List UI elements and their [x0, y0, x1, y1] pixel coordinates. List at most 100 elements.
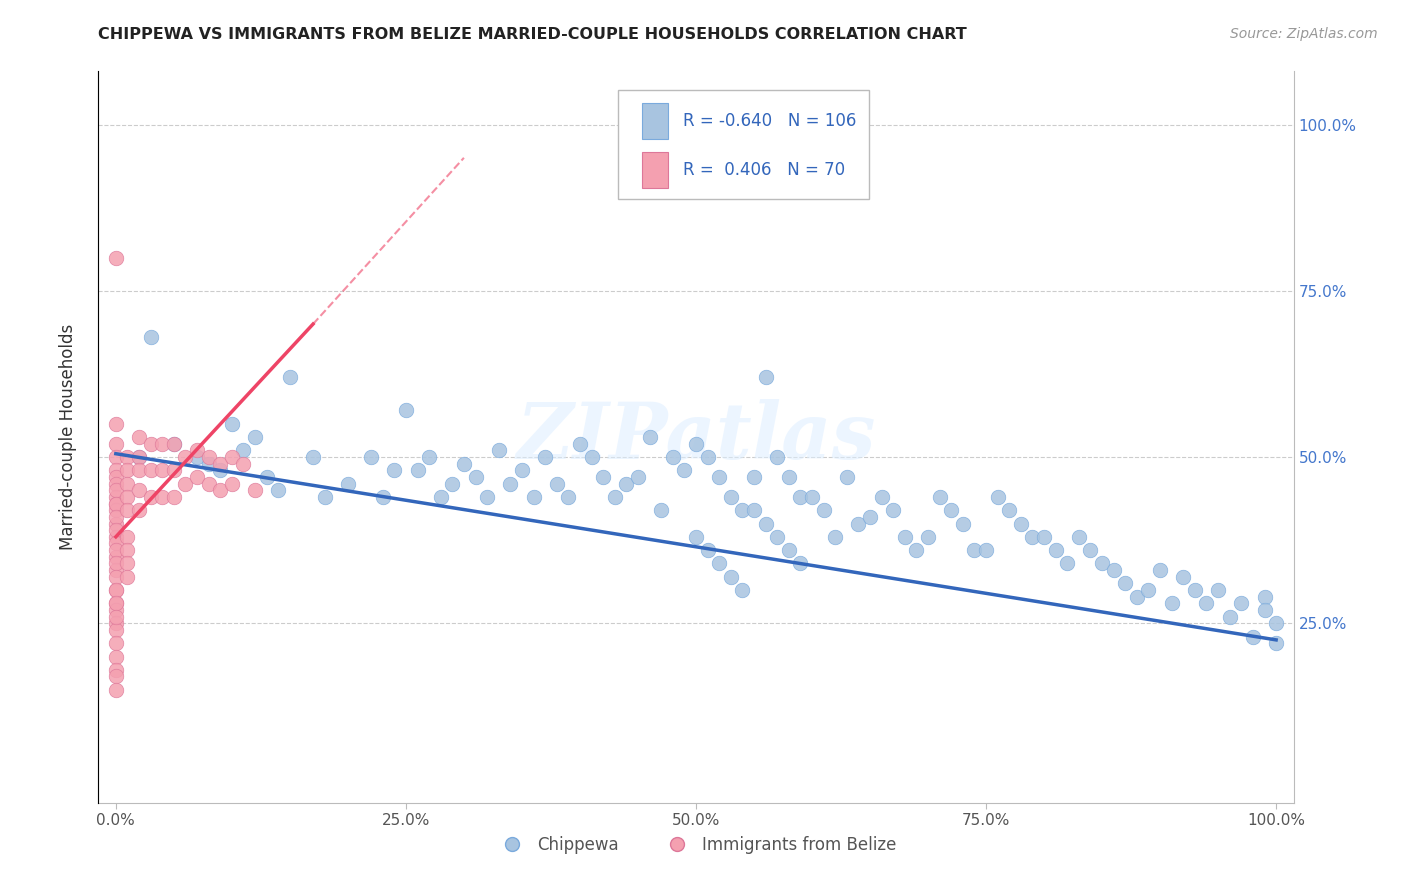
Point — [104, 636, 127, 650]
Point — [882, 503, 904, 517]
Point — [1102, 563, 1125, 577]
Point — [104, 251, 127, 265]
Point — [128, 463, 150, 477]
Point — [720, 570, 742, 584]
Point — [905, 543, 928, 558]
Point — [1091, 557, 1114, 571]
Point — [197, 457, 219, 471]
Point — [117, 543, 139, 558]
Point — [150, 436, 173, 450]
Point — [1149, 563, 1171, 577]
Point — [256, 470, 278, 484]
Point — [453, 457, 475, 471]
Point — [382, 463, 405, 477]
Point — [104, 582, 127, 597]
Point — [1206, 582, 1229, 597]
Point — [117, 503, 139, 517]
Legend: Chippewa, Immigrants from Belize: Chippewa, Immigrants from Belize — [489, 829, 903, 860]
Point — [104, 497, 127, 511]
Point — [778, 470, 800, 484]
Text: Source: ZipAtlas.com: Source: ZipAtlas.com — [1230, 27, 1378, 41]
Point — [766, 530, 789, 544]
Point — [278, 370, 301, 384]
Point — [789, 557, 811, 571]
Point — [163, 463, 186, 477]
Point — [163, 436, 186, 450]
Point — [499, 476, 522, 491]
FancyBboxPatch shape — [643, 103, 668, 139]
Point — [998, 503, 1021, 517]
Point — [742, 503, 765, 517]
Point — [789, 490, 811, 504]
Point — [104, 563, 127, 577]
Point — [1080, 543, 1102, 558]
Point — [1033, 530, 1056, 544]
Point — [1265, 616, 1288, 631]
Point — [243, 483, 266, 498]
Point — [104, 490, 127, 504]
Point — [546, 476, 568, 491]
Point — [581, 450, 603, 464]
Point — [1045, 543, 1067, 558]
Point — [104, 483, 127, 498]
Point — [917, 530, 939, 544]
Point — [522, 490, 544, 504]
Point — [510, 463, 533, 477]
Point — [104, 570, 127, 584]
Point — [117, 530, 139, 544]
Point — [974, 543, 997, 558]
Point — [720, 490, 742, 504]
Point — [1160, 596, 1182, 610]
FancyBboxPatch shape — [619, 90, 869, 200]
Point — [104, 497, 127, 511]
Point — [267, 483, 290, 498]
Point — [104, 543, 127, 558]
FancyBboxPatch shape — [643, 152, 668, 188]
Point — [104, 557, 127, 571]
Point — [232, 443, 254, 458]
Point — [661, 450, 683, 464]
Point — [1114, 576, 1136, 591]
Point — [104, 582, 127, 597]
Point — [696, 450, 718, 464]
Point — [104, 476, 127, 491]
Point — [104, 623, 127, 637]
Text: R =  0.406   N = 70: R = 0.406 N = 70 — [683, 161, 845, 179]
Point — [627, 470, 650, 484]
Point — [186, 470, 208, 484]
Point — [859, 509, 882, 524]
Point — [209, 457, 232, 471]
Point — [568, 436, 591, 450]
Point — [209, 483, 232, 498]
Point — [174, 476, 197, 491]
Point — [104, 463, 127, 477]
Point — [429, 490, 451, 504]
Point — [128, 450, 150, 464]
Point — [1253, 603, 1275, 617]
Point — [117, 450, 139, 464]
Point — [128, 430, 150, 444]
Point — [104, 609, 127, 624]
Point — [848, 516, 870, 531]
Point — [128, 503, 150, 517]
Point — [128, 483, 150, 498]
Point — [117, 570, 139, 584]
Point — [778, 543, 800, 558]
Point — [1184, 582, 1206, 597]
Point — [104, 536, 127, 550]
Point — [952, 516, 974, 531]
Point — [650, 503, 672, 517]
Point — [221, 450, 243, 464]
Point — [685, 436, 707, 450]
Text: ZIPatlas: ZIPatlas — [516, 399, 876, 475]
Y-axis label: Married-couple Households: Married-couple Households — [59, 324, 77, 550]
Point — [1173, 570, 1195, 584]
Point — [638, 430, 661, 444]
Point — [1010, 516, 1032, 531]
Point — [360, 450, 382, 464]
Point — [117, 476, 139, 491]
Point — [1265, 636, 1288, 650]
Point — [418, 450, 440, 464]
Point — [928, 490, 950, 504]
Point — [1195, 596, 1218, 610]
